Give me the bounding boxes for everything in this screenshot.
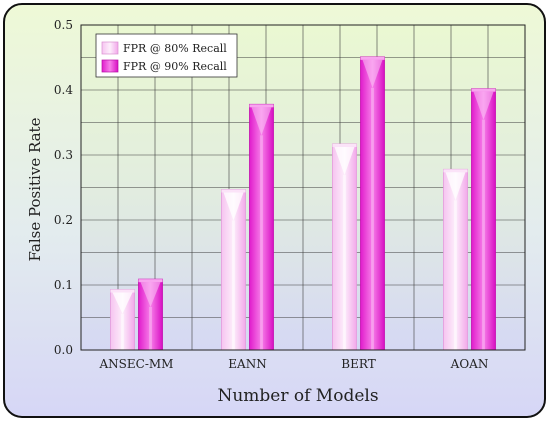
- bar-highlight: [334, 146, 355, 175]
- y-tick-label: 0.2: [54, 213, 73, 227]
- bar-highlight: [112, 292, 133, 314]
- bar-eann-series-2: [249, 103, 274, 351]
- legend-swatch: [101, 41, 119, 55]
- bar-rect: [471, 88, 496, 351]
- bar-rect: [332, 143, 357, 351]
- bar-glow: [482, 119, 485, 350]
- x-tick-label: AOAN: [450, 357, 489, 371]
- bar-glow: [121, 313, 124, 350]
- bar-cap: [360, 56, 385, 60]
- bar-glow: [149, 306, 152, 350]
- bars-group: [110, 56, 496, 351]
- y-tick-label: 0.5: [54, 18, 73, 32]
- legend-entry-1: FPR @ 80% Recall: [101, 41, 227, 55]
- legend-label: FPR @ 90% Recall: [123, 60, 227, 73]
- bar-ansec-mm-series-1: [110, 289, 135, 351]
- bar-highlight: [473, 91, 494, 120]
- legend-box: [95, 33, 238, 78]
- x-tick-label: ANSEC-MM: [99, 357, 174, 371]
- bar-cap: [138, 279, 163, 283]
- bar-bert-series-2: [360, 56, 385, 351]
- legend-entry-2: FPR @ 90% Recall: [101, 59, 227, 73]
- bar-rect: [249, 103, 274, 351]
- x-axis-ticks: ANSEC-MM EANN BERT AOAN: [99, 357, 489, 371]
- x-tick-label: BERT: [341, 357, 375, 371]
- bar-glow: [260, 135, 263, 350]
- bar-cap: [471, 88, 496, 92]
- bar-highlight: [140, 282, 161, 307]
- plot-frame: [80, 24, 526, 351]
- bar-highlight: [362, 59, 383, 88]
- legend-label: FPR @ 80% Recall: [123, 42, 227, 55]
- bar-glow: [232, 220, 235, 350]
- bar-highlight: [223, 192, 244, 221]
- y-tick-label: 0.1: [54, 278, 73, 292]
- bar-cap: [221, 189, 246, 193]
- y-tick-label: 0.0: [54, 343, 73, 357]
- y-axis-ticks: 0.0 0.1 0.2 0.3 0.4 0.5: [54, 18, 73, 357]
- bar-aoan-series-2: [471, 88, 496, 351]
- bar-glow: [371, 87, 374, 350]
- bar-cap: [332, 143, 357, 147]
- legend: FPR @ 80% Recall FPR @ 90% Recall: [95, 33, 238, 78]
- bar-aoan-series-1: [443, 168, 468, 351]
- x-axis-label: Number of Models: [217, 386, 378, 406]
- y-tick-label: 0.4: [54, 83, 73, 97]
- bar-highlight: [445, 172, 466, 201]
- bar-highlight: [251, 107, 272, 136]
- bar-glow: [343, 174, 346, 350]
- bar-cap: [110, 289, 135, 293]
- bar-bert-series-1: [332, 143, 357, 351]
- bar-cap: [249, 104, 274, 108]
- y-tick-label: 0.3: [54, 148, 73, 162]
- x-tick-label: EANN: [228, 357, 266, 371]
- y-axis-label: False Positive Rate: [26, 117, 44, 261]
- bar-eann-series-1: [221, 189, 246, 351]
- legend-swatch: [101, 59, 119, 73]
- bar-glow: [454, 200, 457, 350]
- bar-cap: [443, 169, 468, 173]
- bar-ansec-mm-series-2: [138, 278, 163, 351]
